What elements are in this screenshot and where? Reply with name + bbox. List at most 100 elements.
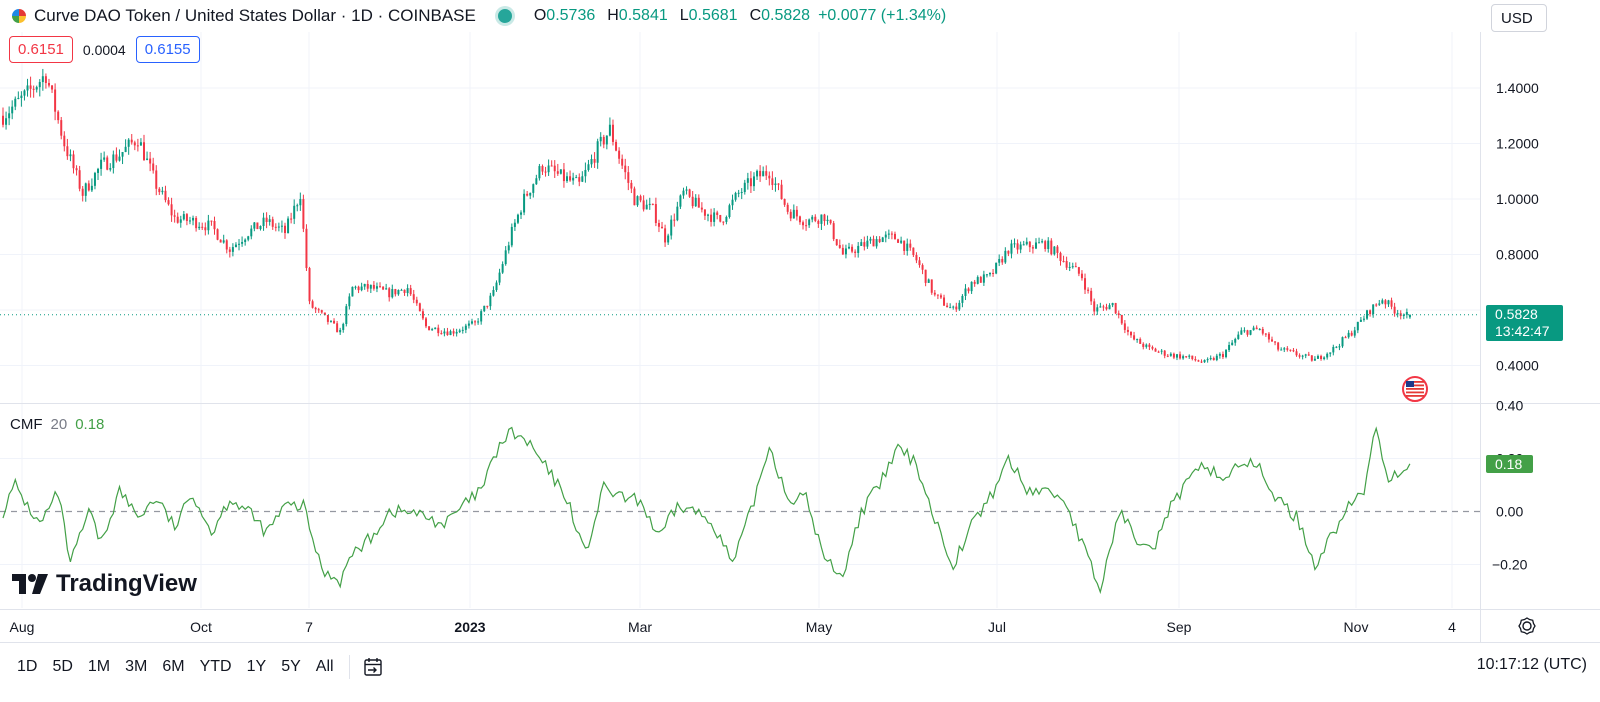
candle-body — [1212, 358, 1215, 361]
candle-body — [893, 233, 896, 240]
candle-body — [185, 214, 188, 221]
candle-body — [480, 311, 483, 322]
candle-body — [299, 199, 302, 206]
candle-body — [268, 219, 271, 223]
candle-body — [510, 226, 513, 246]
candle-body — [391, 289, 394, 298]
candle-body — [752, 176, 755, 187]
candle-body — [1105, 306, 1108, 310]
candle-body — [1277, 342, 1280, 350]
candle-body — [1243, 330, 1246, 332]
candle-body — [1341, 337, 1344, 347]
candle-body — [35, 87, 38, 90]
candle-body — [1356, 321, 1359, 331]
candle-body — [253, 222, 256, 229]
candle-body — [860, 242, 863, 246]
candle-body — [1148, 344, 1151, 347]
candle-body — [158, 188, 161, 193]
candle-body — [651, 203, 654, 205]
price-change: +0.0077 (+1.34%) — [818, 7, 947, 24]
candle-body — [1084, 278, 1087, 290]
candle-body — [60, 120, 63, 136]
candle-body — [780, 184, 783, 200]
candle-body — [679, 195, 682, 207]
candle-body — [734, 193, 737, 200]
candle-body — [470, 321, 473, 324]
candle-body — [1338, 346, 1341, 348]
candle-body — [434, 327, 437, 330]
candle-body — [238, 243, 241, 245]
candle-body — [838, 245, 841, 248]
candle-body — [1280, 349, 1283, 351]
candle-body — [271, 219, 274, 227]
candle-body — [532, 184, 535, 193]
symbol-title[interactable]: Curve DAO Token / United States Dollar ·… — [34, 6, 476, 25]
candle-body — [921, 265, 924, 270]
cmf-legend[interactable]: CMF 20 0.18 — [10, 416, 104, 433]
timeframe-1m[interactable]: 1M — [87, 658, 111, 675]
candle-body — [1197, 360, 1200, 362]
candle-body — [1123, 323, 1126, 330]
candle-body — [152, 163, 155, 171]
close-value: 0.5828 — [761, 7, 811, 24]
candle-body — [615, 141, 618, 151]
candle-body — [584, 169, 587, 177]
candle-body — [284, 225, 286, 234]
ohlc-readout: O0.5736 H0.5841 L0.5681 C0.5828 — [533, 7, 811, 24]
settings-gear-icon[interactable] — [1518, 617, 1536, 635]
timeframe-ytd[interactable]: YTD — [199, 658, 232, 675]
buy-price-button[interactable]: 0.6155 — [135, 36, 200, 63]
candle-body — [1320, 355, 1323, 360]
candle-body — [1335, 346, 1338, 348]
candle-body — [1169, 353, 1172, 356]
cmf-tick-label: −0.20 — [1492, 557, 1528, 573]
time-tick-label: Mar — [628, 619, 652, 635]
candle-body — [1007, 250, 1010, 254]
tradingview-logo-text: TradingView — [56, 570, 197, 597]
candle-body — [121, 151, 124, 157]
candle-body — [394, 289, 397, 295]
timeframe-1y[interactable]: 1Y — [246, 658, 267, 675]
candle-body — [520, 212, 523, 215]
candle-body — [661, 226, 664, 229]
timeframe-1d[interactable]: 1D — [17, 658, 38, 675]
candle-body — [1234, 339, 1237, 343]
candle-body — [483, 305, 486, 312]
us-flag-icon[interactable] — [1402, 376, 1428, 402]
sell-price-button[interactable]: 0.6151 — [9, 36, 73, 63]
candle-body — [535, 178, 538, 185]
candle-body — [1139, 339, 1142, 344]
candle-body — [136, 145, 139, 147]
time-tick-label: 7 — [305, 619, 313, 635]
tradingview-logo[interactable]: TradingView — [12, 570, 197, 598]
market-status-icon[interactable] — [497, 9, 512, 23]
spread-value: 0.0004 — [82, 41, 126, 58]
candle-body — [1329, 352, 1332, 354]
candle-body — [265, 217, 268, 223]
candle-body — [1179, 354, 1182, 359]
candle-body — [366, 283, 369, 289]
candle-body — [743, 182, 746, 193]
timeframe-5d[interactable]: 5D — [52, 658, 73, 675]
candle-body — [320, 310, 323, 313]
candle-body — [961, 295, 964, 303]
timeframe-5y[interactable]: 5Y — [281, 658, 301, 675]
timeframe-6m[interactable]: 6M — [162, 658, 185, 675]
candle-body — [115, 154, 118, 161]
candle-body — [964, 288, 967, 296]
calendar-goto-icon[interactable] — [362, 656, 384, 678]
candle-body — [1225, 350, 1228, 358]
currency-selector[interactable]: USD — [1491, 4, 1547, 32]
utc-clock[interactable]: 10:17:12 (UTC) — [1476, 656, 1587, 673]
candle-body — [1323, 357, 1326, 360]
candle-body — [219, 239, 222, 243]
timeframe-all[interactable]: All — [315, 658, 334, 675]
candle-body — [759, 170, 762, 177]
candle-body — [722, 221, 725, 223]
timeframe-3m[interactable]: 3M — [125, 658, 148, 675]
candle-body — [881, 237, 884, 242]
candle-body — [728, 205, 731, 217]
quote-boxes: 0.6151 0.0004 0.6155 — [9, 36, 200, 63]
candle-body — [550, 165, 553, 167]
